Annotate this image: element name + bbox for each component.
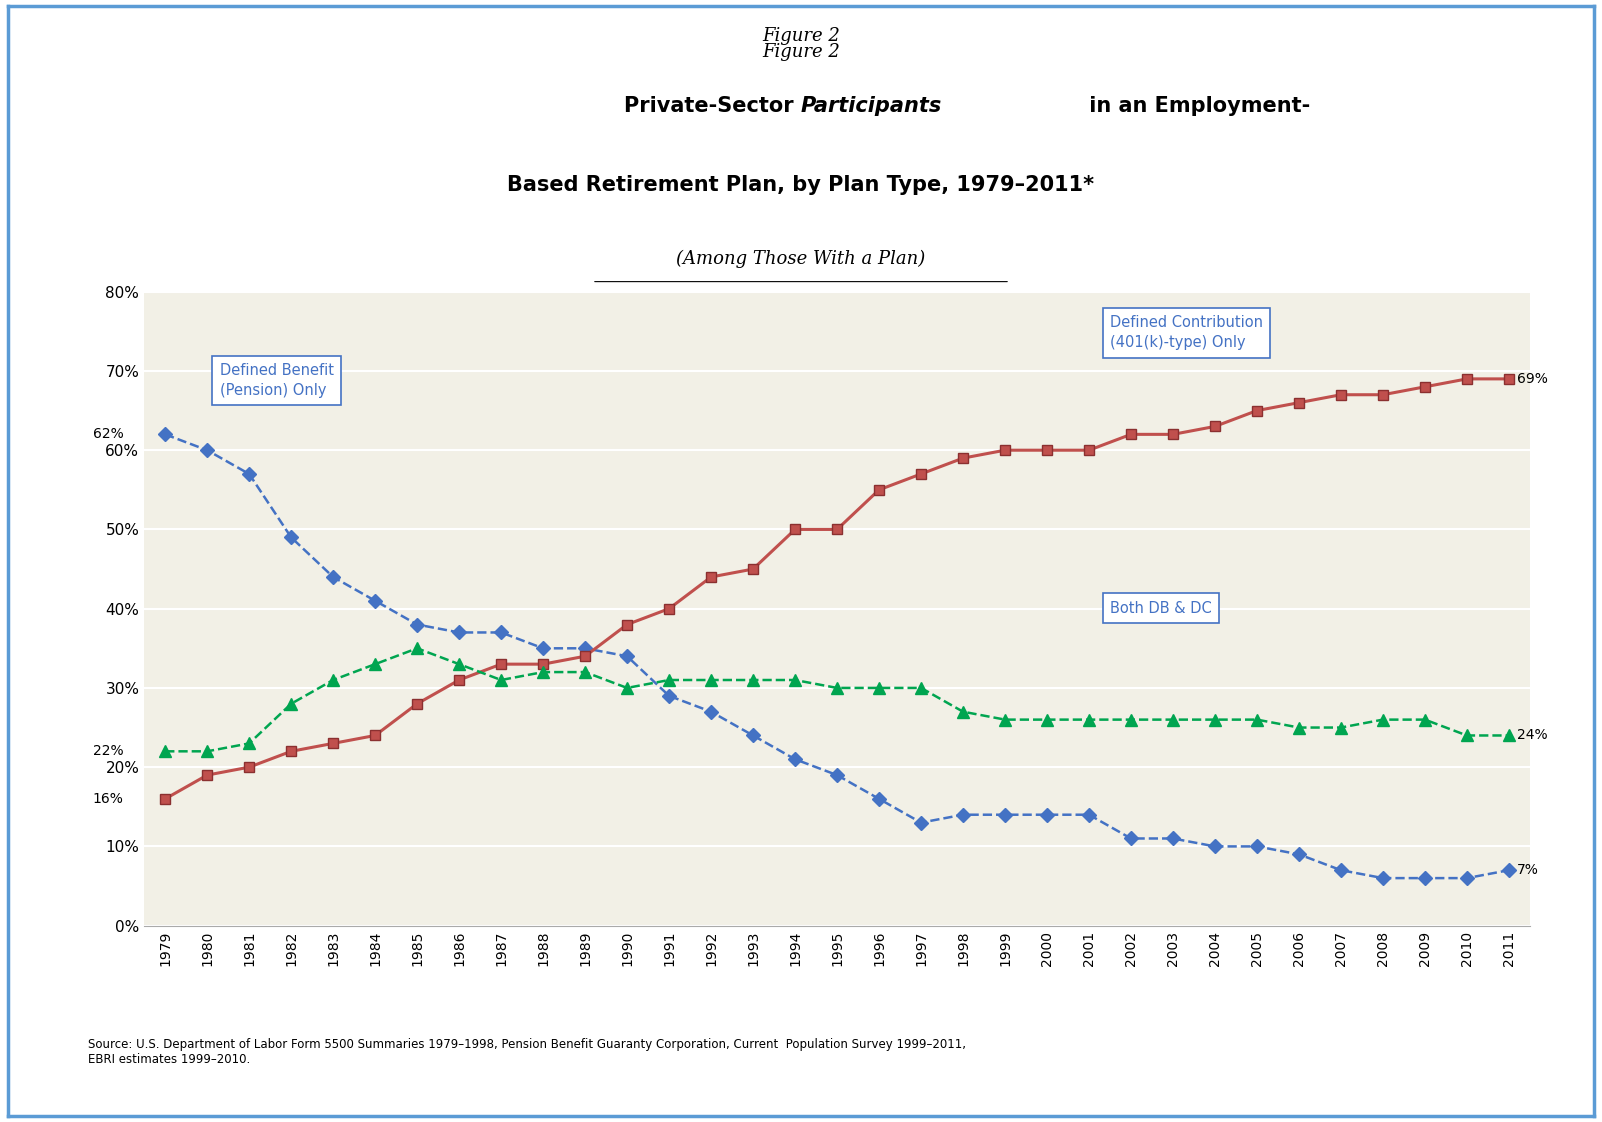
Text: 69%: 69% [1517,371,1548,386]
Text: Private-Sector: Private-Sector [549,88,1053,108]
Text: 24%: 24% [1517,728,1548,743]
Text: Private-Sector: Private-Sector [625,96,801,117]
Text: 7%: 7% [1517,863,1540,877]
Text: Participants: Participants [801,96,942,117]
Text: Based Retirement Plan, by Plan Type, 1979–2011*: Based Retirement Plan, by Plan Type, 197… [508,175,1094,195]
Text: (Among Those With a Plan): (Among Those With a Plan) [676,249,926,268]
Text: 16%: 16% [93,792,123,806]
Text: Figure 2: Figure 2 [763,27,839,45]
Text: Source: U.S. Department of Labor Form 5500 Summaries 1979–1998, Pension Benefit : Source: U.S. Department of Labor Form 55… [88,1038,966,1066]
Text: Defined Contribution
(401(k)-type) Only: Defined Contribution (401(k)-type) Only [1110,315,1262,350]
Text: Figure 2: Figure 2 [763,43,839,61]
Text: 22%: 22% [93,744,123,758]
Text: Both DB & DC: Both DB & DC [1110,600,1211,616]
Text: Defined Benefit
(Pension) Only: Defined Benefit (Pension) Only [219,364,333,398]
Text: 62%: 62% [93,427,123,441]
Text: in an Employment-: in an Employment- [1083,96,1310,117]
